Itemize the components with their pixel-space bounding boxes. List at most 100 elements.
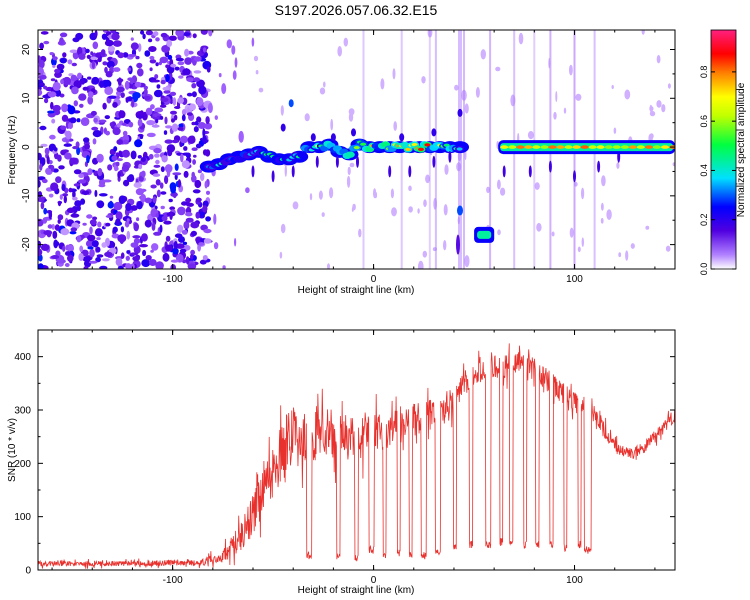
faint-speckle xyxy=(443,204,448,216)
noise-speckle xyxy=(132,235,141,239)
noise-speckle xyxy=(92,216,98,221)
stable-track-peak xyxy=(628,145,637,149)
noise-speckle xyxy=(198,85,207,95)
noise-speckle xyxy=(152,196,157,204)
noise-speckle xyxy=(118,195,126,204)
noise-speckle xyxy=(97,168,103,177)
noise-speckle xyxy=(54,71,62,78)
colorbar-label: Normalized spectral amplitude xyxy=(736,82,747,217)
noise-speckle xyxy=(125,97,129,103)
noise-speckle xyxy=(54,152,59,160)
noise-speckle xyxy=(196,116,202,123)
noise-speckle xyxy=(38,152,42,161)
noise-speckle xyxy=(87,91,94,98)
noise-speckle xyxy=(43,85,48,90)
faint-speckle xyxy=(391,207,397,217)
faint-speckle xyxy=(304,113,310,122)
noise-speckle xyxy=(80,78,85,85)
noise-speckle xyxy=(116,86,125,93)
faint-speckle xyxy=(351,207,354,212)
y-tick-label: 100 xyxy=(14,512,31,523)
noise-speckle xyxy=(69,231,77,235)
noise-speckle xyxy=(45,167,53,175)
faint-speckle xyxy=(518,32,524,45)
noise-speckle xyxy=(88,260,98,264)
colorbar-tick-label: 0.4 xyxy=(699,164,709,177)
noise-speckle xyxy=(98,183,106,188)
noise-speckle xyxy=(86,154,90,164)
noise-speckle xyxy=(73,183,81,187)
noise-speckle xyxy=(148,259,157,266)
noise-speckle xyxy=(180,153,184,163)
stable-track-peak xyxy=(556,145,565,149)
track-spur xyxy=(335,155,339,168)
faint-speckle xyxy=(475,87,480,98)
faint-speckle xyxy=(667,83,671,89)
noise-speckle xyxy=(39,125,47,131)
noise-speckle xyxy=(165,244,173,252)
noise-speckle xyxy=(85,48,90,54)
noise-speckle xyxy=(202,205,208,213)
noise-speckle xyxy=(172,172,182,176)
noise-speckle xyxy=(52,56,58,61)
noise-speckle xyxy=(84,143,90,150)
noise-speckle xyxy=(87,234,96,242)
faint-speckle xyxy=(309,193,313,201)
noise-speckle xyxy=(202,135,207,145)
track-mark xyxy=(345,151,355,158)
noise-speckle xyxy=(140,194,147,203)
noise-speckle xyxy=(174,163,179,171)
noise-speckle xyxy=(107,201,115,209)
faint-speckle xyxy=(245,187,250,194)
noise-speckle xyxy=(126,218,130,222)
noise-speckle xyxy=(52,64,56,68)
noise-speckle xyxy=(83,137,90,143)
noise-speckle xyxy=(163,130,168,135)
snr-xlabel: Height of straight line (km) xyxy=(298,585,415,596)
noise-speckle xyxy=(196,79,205,88)
noise-speckle xyxy=(42,217,48,224)
faint-speckle xyxy=(323,81,326,88)
noise-speckle xyxy=(115,257,123,267)
stable-track-peak xyxy=(604,145,613,149)
noise-speckle xyxy=(151,222,156,231)
y-tick-label: 20 xyxy=(21,44,32,56)
noise-speckle xyxy=(100,49,106,56)
shifted-segment xyxy=(477,230,492,239)
faint-speckle xyxy=(444,164,449,175)
noise-speckle xyxy=(162,252,170,262)
noise-speckle xyxy=(161,215,168,221)
faint-speckle xyxy=(497,179,501,190)
noise-speckle xyxy=(206,66,211,73)
noise-speckle xyxy=(204,180,208,189)
noise-speckle xyxy=(50,165,55,172)
noise-speckle xyxy=(92,138,97,145)
noise-speckle xyxy=(163,90,171,94)
noise-speckle xyxy=(72,213,77,216)
noise-speckle xyxy=(191,83,197,89)
noise-speckle xyxy=(155,159,160,165)
noise-speckle xyxy=(133,222,139,232)
noise-speckle xyxy=(117,171,121,179)
noise-speckle xyxy=(143,88,148,97)
track-spur xyxy=(388,165,392,178)
stable-track-peak xyxy=(532,145,541,149)
x-tick-label: 0 xyxy=(371,575,377,586)
noise-speckle xyxy=(177,206,186,216)
faint-speckle xyxy=(348,108,355,116)
noise-speckle xyxy=(197,122,206,129)
track-spur xyxy=(431,128,437,137)
noise-speckle xyxy=(51,118,56,124)
noise-speckle xyxy=(193,126,199,133)
noise-speckle xyxy=(133,238,141,244)
noise-speckle xyxy=(129,252,139,256)
snr-series-line xyxy=(38,343,675,569)
noise-speckle xyxy=(182,241,188,245)
noise-speckle xyxy=(89,248,95,258)
noise-speckle xyxy=(193,70,202,74)
noise-speckle xyxy=(205,216,212,222)
noise-speckle xyxy=(149,55,155,60)
noise-speckle xyxy=(145,255,152,261)
noise-speckle xyxy=(117,265,124,269)
faint-speckle xyxy=(510,94,516,107)
